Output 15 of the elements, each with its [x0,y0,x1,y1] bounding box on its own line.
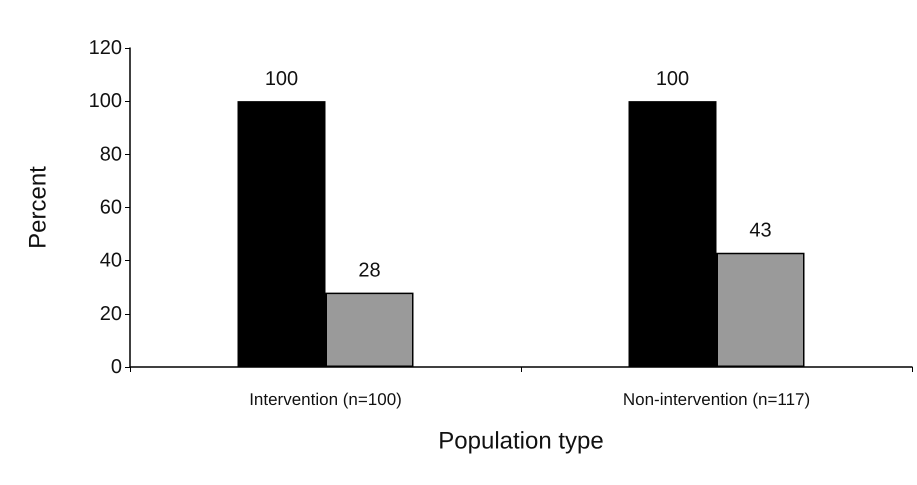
x-tick-label: Intervention (n=100) [249,390,402,409]
data-label: 100 [656,68,690,90]
x-tick-label: Non-intervention (n=117) [622,390,810,409]
data-label: 28 [358,260,381,282]
data-label: 43 [749,220,772,242]
y-tick-label: 20 [100,302,122,325]
y-tick-label: 120 [88,37,122,59]
y-tick-label: 80 [100,143,122,166]
data-label: 100 [264,68,298,90]
y-axis-title: Percent [24,166,52,249]
x-axis-title: Population type [438,428,604,454]
y-tick-label: 0 [110,356,122,378]
y-tick-label: 60 [100,196,122,218]
y-tick-label: 100 [88,90,122,112]
y-tick-label: 40 [100,250,122,272]
